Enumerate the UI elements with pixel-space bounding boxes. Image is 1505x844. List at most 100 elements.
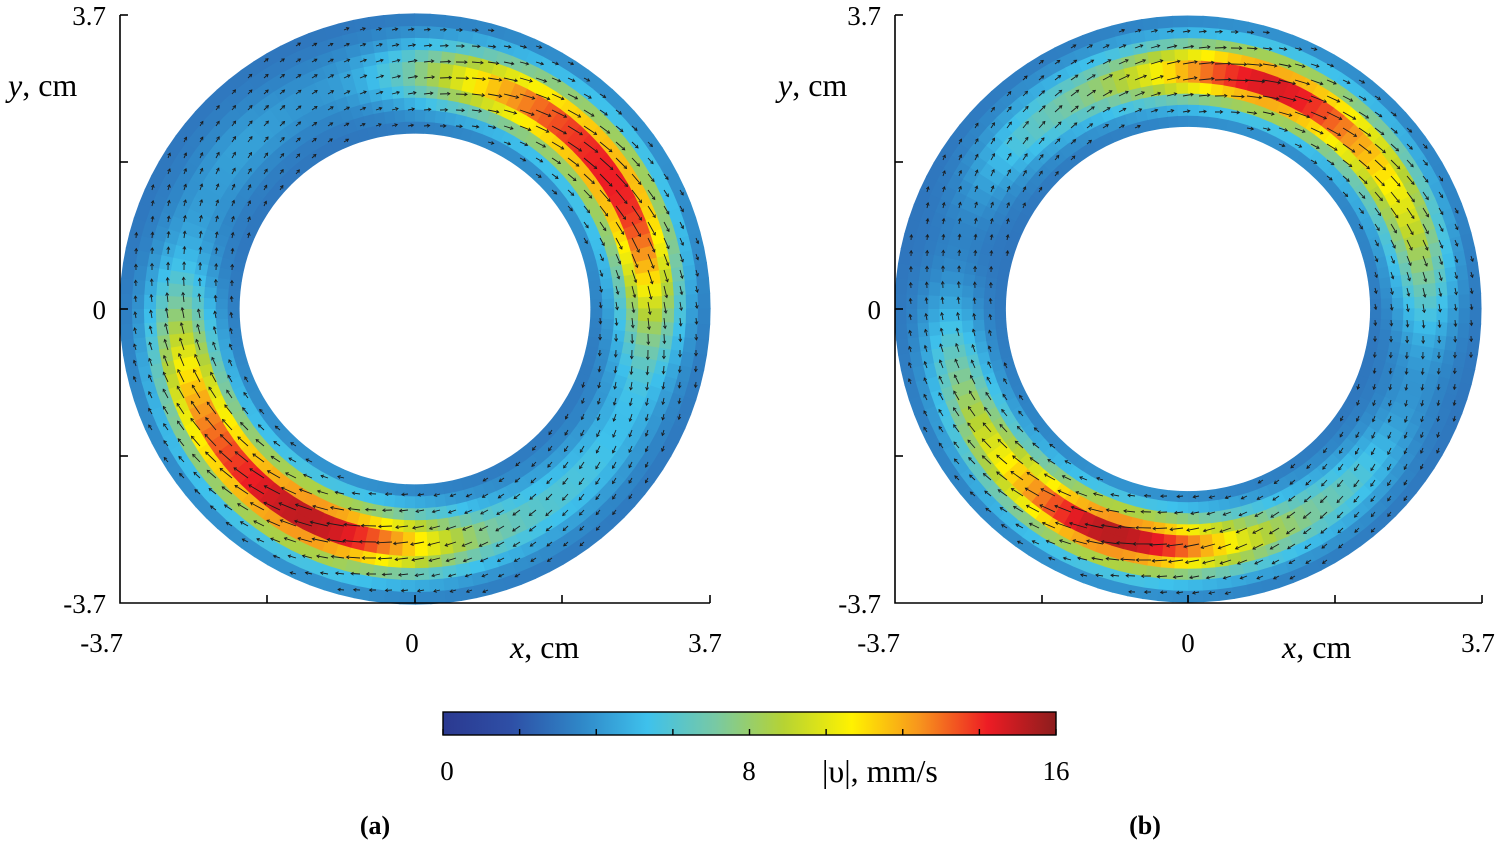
velocity-vector-head xyxy=(314,74,318,78)
velocity-vector-head xyxy=(396,58,401,63)
field-cell xyxy=(1237,110,1252,126)
velocity-vector xyxy=(546,525,553,532)
velocity-vector-head xyxy=(999,507,1004,511)
velocity-vector-head xyxy=(991,137,995,142)
velocity-vector xyxy=(165,308,169,319)
field-cell xyxy=(905,294,918,310)
field-cell xyxy=(581,353,597,368)
field-cell xyxy=(1249,534,1266,550)
velocity-vector xyxy=(567,205,573,212)
velocity-vector-head xyxy=(563,114,568,118)
velocity-vector xyxy=(266,519,281,527)
velocity-vector xyxy=(529,493,537,500)
field-cell xyxy=(1316,99,1335,117)
velocity-vector-head xyxy=(1217,545,1222,550)
field-cell xyxy=(1236,65,1253,80)
velocity-vector xyxy=(463,557,473,562)
velocity-vector-head xyxy=(1338,466,1342,471)
field-cell xyxy=(313,77,331,95)
velocity-vector xyxy=(1358,111,1369,119)
velocity-vector-head xyxy=(345,555,350,560)
field-cell xyxy=(1188,579,1204,592)
velocity-vector-head xyxy=(1156,574,1161,579)
velocity-vector xyxy=(1370,479,1376,487)
field-cell xyxy=(149,362,165,380)
velocity-vector xyxy=(938,409,944,417)
field-cell xyxy=(961,223,977,240)
velocity-vector xyxy=(1038,105,1046,113)
field-cell xyxy=(227,299,240,310)
field-cell xyxy=(1054,560,1075,578)
velocity-vector xyxy=(1326,143,1338,151)
field-cell xyxy=(1369,308,1382,320)
velocity-vector-head xyxy=(398,508,403,513)
velocity-vector xyxy=(1262,127,1271,131)
field-cell xyxy=(216,222,233,239)
velocity-vector xyxy=(1438,367,1440,375)
velocity-vector-head xyxy=(266,470,271,474)
velocity-vector xyxy=(496,541,505,547)
velocity-vector xyxy=(1357,383,1360,390)
velocity-vector-head xyxy=(1396,199,1400,204)
velocity-vector-head xyxy=(1048,556,1052,561)
velocity-vector-head xyxy=(1190,511,1195,516)
field-cell xyxy=(1300,76,1319,94)
velocity-vector xyxy=(481,573,489,578)
velocity-vector xyxy=(194,489,201,495)
velocity-vector-head xyxy=(969,491,974,496)
field-cell xyxy=(227,289,241,301)
velocity-vector-head xyxy=(252,453,257,457)
field-cell xyxy=(673,188,691,208)
field-cell xyxy=(950,219,967,237)
velocity-vector xyxy=(190,401,201,415)
velocity-vector-head xyxy=(1454,242,1459,247)
velocity-vector-head xyxy=(984,490,988,495)
velocity-vector xyxy=(647,189,656,200)
field-cell xyxy=(1200,37,1217,51)
velocity-vector xyxy=(407,28,414,31)
velocity-vector xyxy=(1207,511,1216,515)
velocity-vector-head xyxy=(1008,106,1012,111)
field-cell xyxy=(205,217,222,234)
field-cell xyxy=(1174,70,1188,83)
field-cell xyxy=(379,517,394,532)
velocity-vector xyxy=(984,490,992,497)
velocity-vector xyxy=(1437,399,1440,406)
velocity-vector-head xyxy=(199,136,204,141)
field-cell xyxy=(1424,449,1443,469)
velocity-vector xyxy=(595,509,601,515)
velocity-vector-head xyxy=(1038,186,1043,191)
velocity-vector xyxy=(335,572,345,575)
velocity-vector xyxy=(1006,169,1011,177)
velocity-vector xyxy=(279,153,285,159)
velocity-vector-head xyxy=(164,307,169,312)
velocity-vector-head xyxy=(150,231,155,236)
velocity-vector-head xyxy=(410,123,415,128)
velocity-vector-head xyxy=(973,233,978,238)
velocity-vector-head xyxy=(496,558,501,562)
velocity-vector-head xyxy=(695,240,700,245)
velocity-vector-head xyxy=(167,152,171,157)
velocity-vector xyxy=(215,199,219,207)
velocity-vector-head xyxy=(297,121,302,125)
velocity-vector xyxy=(1305,479,1312,486)
velocity-vector xyxy=(1101,541,1120,545)
field-cell xyxy=(1214,39,1231,53)
field-cell xyxy=(661,308,675,323)
velocity-vector xyxy=(970,491,976,497)
velocity-vector-head xyxy=(133,327,137,332)
velocity-vector-head xyxy=(629,371,634,376)
field-cell xyxy=(940,414,957,433)
velocity-vector xyxy=(226,522,233,527)
velocity-vector xyxy=(924,345,928,353)
field-cell xyxy=(473,582,493,599)
velocity-vector xyxy=(1182,93,1194,97)
velocity-vector-head xyxy=(133,279,138,284)
velocity-vector-head xyxy=(1252,546,1256,550)
velocity-vector-head xyxy=(346,90,351,94)
velocity-vector-head xyxy=(570,61,575,66)
velocity-vector-head xyxy=(1338,116,1343,120)
field-cell xyxy=(149,238,165,256)
velocity-vector xyxy=(1374,143,1386,154)
velocity-vector-head xyxy=(1250,30,1255,35)
